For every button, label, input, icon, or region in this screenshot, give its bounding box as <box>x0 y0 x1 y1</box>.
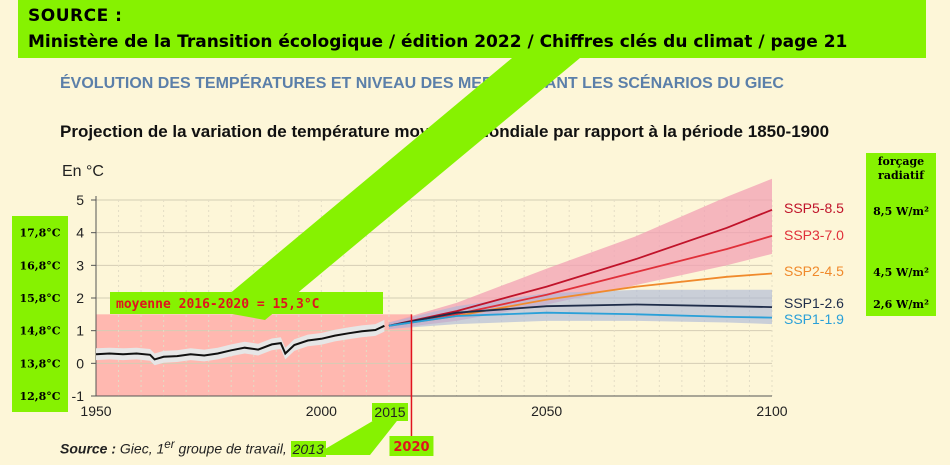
year-2020-bg <box>389 436 434 456</box>
ssp585-series-line <box>388 208 773 327</box>
x-tick-label: 2100 <box>756 403 787 419</box>
footer-text2: groupe de travail, <box>174 440 291 457</box>
historical-series-line <box>95 324 385 361</box>
absolute-temp-label: 12,8°C <box>19 390 60 403</box>
absolute-temp-label: 14,8°C <box>19 325 60 338</box>
x-tick-label: 2000 <box>306 403 337 419</box>
y-axis-label: En °C <box>62 163 104 180</box>
ssp119-legend-label: SSP1-1.9 <box>784 311 844 327</box>
year-2020-label: 2020 <box>393 440 429 455</box>
source-pointer-arrow <box>210 58 580 320</box>
footer-sup: er <box>164 438 175 451</box>
source-banner: SOURCE : Ministère de la Transition écol… <box>18 0 926 58</box>
y-tick-label: 0 <box>76 355 84 371</box>
y-tick-label: 2 <box>76 290 84 306</box>
y-tick-label: 5 <box>76 192 84 208</box>
footer-year: 2013 <box>290 440 326 457</box>
ssp245-legend-label: SSP2-4.5 <box>784 263 844 279</box>
year-2015-bg <box>372 403 408 421</box>
footer-prefix: Source : <box>60 440 117 457</box>
source-label: SOURCE : <box>28 6 123 26</box>
year-2015-label: 2015 <box>374 404 405 420</box>
historical-uncertainty-band <box>96 319 385 366</box>
ssp126-legend-label: SSP1-2.6 <box>784 295 844 311</box>
ssp370-legend-label: SSP3-7.0 <box>784 227 844 243</box>
ssp370-series-line <box>388 235 773 327</box>
chart-main-title: ÉVOLUTION DES TEMPÉRATURES ET NIVEAU DES… <box>60 75 784 92</box>
chart-source-footer: Source : Giec, 1er groupe de travail, 20… <box>60 438 326 457</box>
absolute-temp-label: 13,8°C <box>19 357 60 370</box>
ssp126-series-line <box>388 303 773 327</box>
absolute-temp-column <box>12 216 68 412</box>
ssp119-series-line <box>388 311 773 327</box>
x-tick-label: 2050 <box>531 403 562 419</box>
forcing-header: forçage radiatif <box>866 153 936 196</box>
ssp585-legend-label: SSP5-8.5 <box>784 200 844 216</box>
forcing-box <box>866 196 936 316</box>
y-tick-label: -1 <box>72 388 85 404</box>
source-reference: Ministère de la Transition écologique / … <box>28 32 848 52</box>
ssp126-uncertainty-band <box>388 289 772 329</box>
forcing-value-label: 4,5 W/m² <box>873 266 929 279</box>
y-tick-label: 3 <box>76 257 84 273</box>
y-tick-label: 4 <box>76 225 84 241</box>
average-label-bg <box>110 292 383 314</box>
absolute-temp-label: 15,8°C <box>19 292 60 305</box>
footer-text: Giec, 1 <box>116 440 165 457</box>
forcing-value-label: 2,6 W/m² <box>873 298 929 311</box>
average-label: moyenne 2016-2020 = 15,3°C <box>116 297 320 312</box>
year-2015-pointer <box>315 412 404 455</box>
y-tick-label: 1 <box>76 323 84 339</box>
absolute-temp-label: 17,8°C <box>19 227 60 240</box>
x-tick-label: 1950 <box>80 403 111 419</box>
forcing-value-label: 8,5 W/m² <box>873 205 929 218</box>
absolute-temp-label: 16,8°C <box>19 259 60 272</box>
